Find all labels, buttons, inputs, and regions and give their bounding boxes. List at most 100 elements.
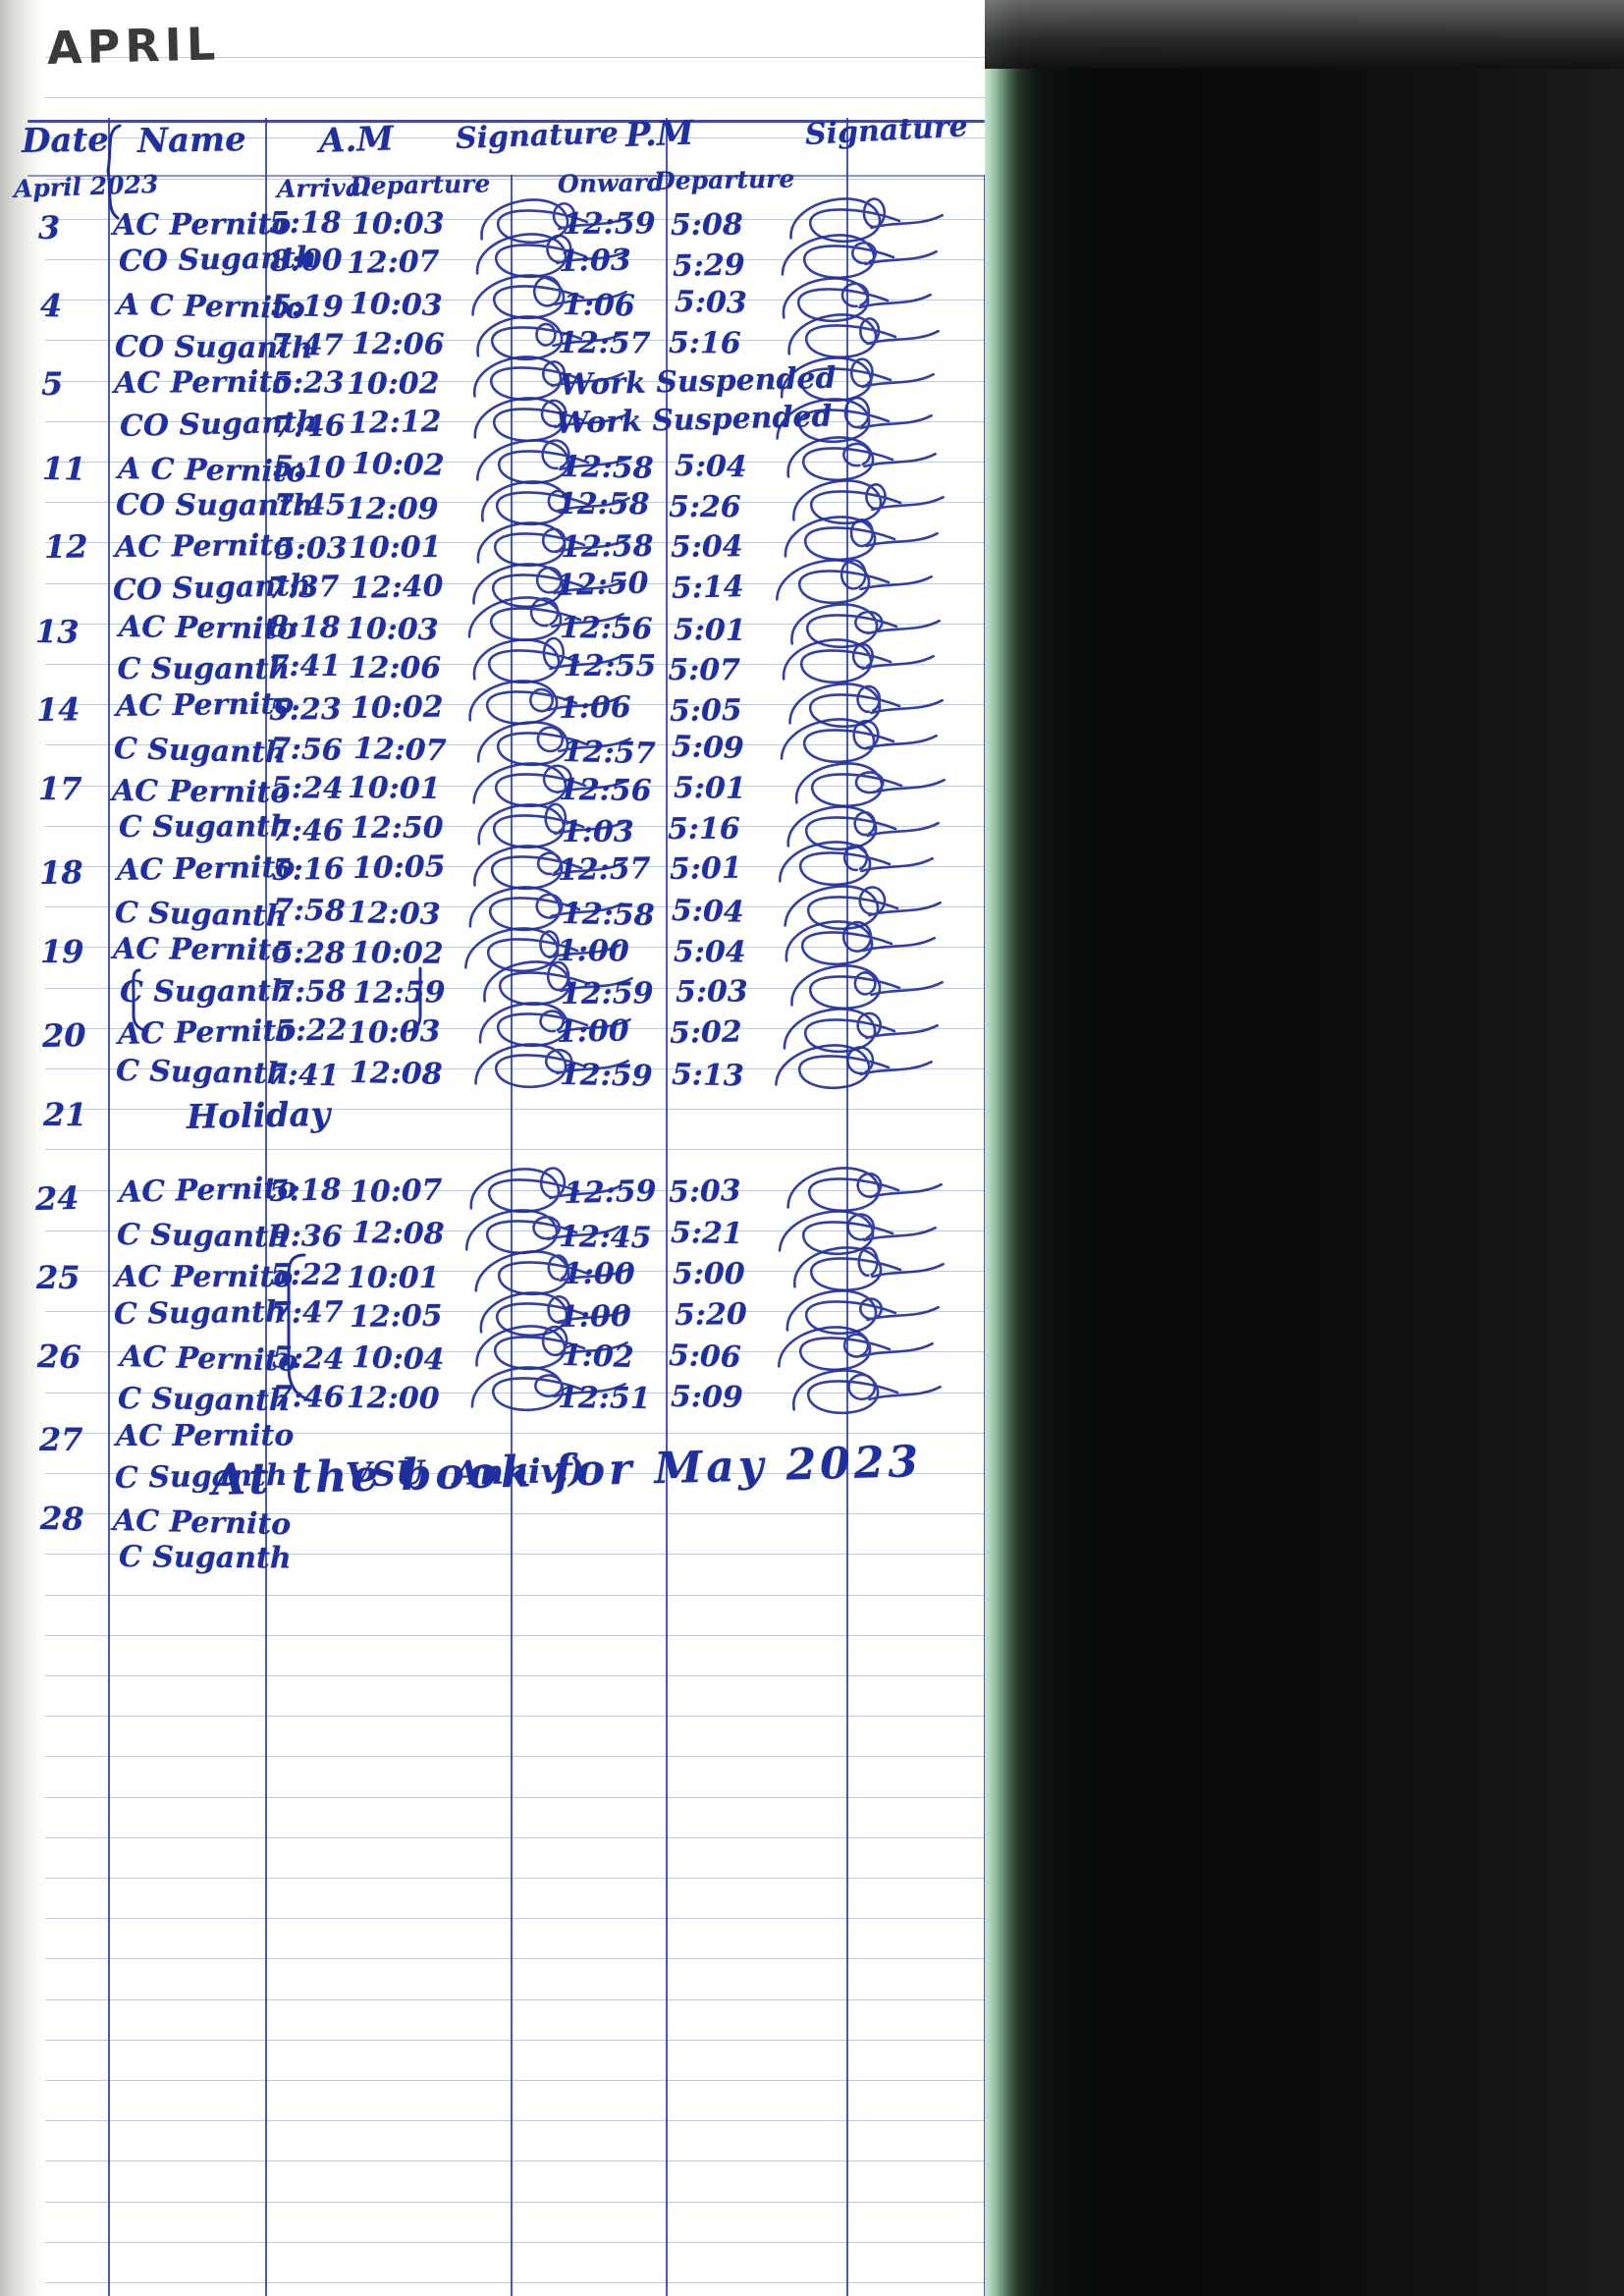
rule-line [45,1675,985,1676]
cell-am-arrival-3: 7:47 [271,327,345,363]
cell-am-departure-16: 10:05 [352,849,447,886]
cell-am-departure-24: 10:07 [349,1173,443,1211]
cell-name-29: C Suganth [117,1382,291,1419]
rule-line [45,1554,985,1556]
cell-am-arrival-25: 9:36 [269,1218,343,1255]
cell-pm-onward-1: 1:03 [558,244,632,280]
cell-name-15: C Suganth [118,809,292,846]
cell-am-arrival-17: 7:58 [272,892,346,929]
cell-am-departure-21: 12:08 [349,1056,444,1093]
cell-date-3: 3 [38,208,61,246]
cell-pm-departure-20: 5:02 [669,1014,742,1052]
cell-name-14: AC Pernito [112,774,291,811]
cell-am-arrival-15: 7:46 [271,814,345,849]
cell-name-21: C Suganth [115,1054,290,1092]
cell-am-arrival-27: 7:47 [270,1295,345,1332]
rule-line [45,97,985,99]
cell-am-departure-17: 12:03 [347,896,441,933]
rule-line [45,1918,985,1920]
header-top-rule [27,120,985,123]
cell-date-4: 4 [39,287,63,325]
cell-pm-onward-19: 12:59 [561,976,654,1011]
cell-am-departure-8: 10:01 [348,530,442,567]
cell-am-departure-19: 12:59 [352,975,446,1011]
cell-name-12: AC Pernito [115,685,295,724]
cell-am-departure-2: 10:03 [349,287,443,324]
rule-line [45,1998,985,2000]
rule-line [45,1836,985,1838]
cell-pm-departure-8: 5:04 [670,529,743,566]
cell-pm-departure-28: 5:06 [668,1339,742,1376]
cell-pm-onward-26: 1:00 [562,1257,635,1292]
cell-pm-onward-9: 12:50 [555,566,650,603]
scanner-gutter [985,0,1624,2296]
cell-am-arrival-21: 7:41 [266,1058,341,1094]
cell-pm-departure-18: 5:04 [673,934,746,970]
col-rule-date [108,118,110,2296]
cell-pm-departure-16: 5:01 [669,851,742,888]
column-header-date: Date [21,120,110,161]
cell-name-4: AC Pernito [113,364,293,402]
cell-am-arrival-16: 5:16 [271,851,345,889]
cell-name-32: AC Pernito [112,1503,292,1543]
rule-line [45,2282,985,2283]
cell-am-arrival-29: 7:46 [272,1379,346,1415]
rule-line [45,2080,985,2081]
cell-am-departure-14: 10:01 [348,771,442,807]
cell-am-departure-10: 10:03 [345,611,439,648]
rule-line [45,2241,985,2243]
cell-pm-onward-8: 12:58 [560,528,654,565]
cell-pm-departure-19: 5:03 [675,974,748,1011]
cell-pm-onward-16: 12:57 [557,851,651,888]
col-rule-am-end [666,118,668,2296]
rule-line [45,2160,985,2162]
cell-pm-onward-7: 12:58 [556,487,650,522]
cell-am-arrival-5: 7:46 [272,409,346,445]
cell-pm-onward-2: 1:06 [562,288,635,324]
rule-line [45,1149,985,1151]
cell-date-17: 17 [37,770,82,808]
cell-holiday-label: Holiday [186,1095,331,1138]
cell-pm-departure-9: 5:14 [672,569,745,606]
cell-am-departure-11: 12:06 [348,651,442,686]
cell-name-0: AC Pernito [112,207,292,244]
cell-name-11: C Suganth [117,652,291,687]
period-label: April 2023 [13,169,159,203]
rule-line [45,178,985,180]
col-rule-sig-am-end [846,118,848,2296]
cell-pm-onward-14: 12:56 [558,772,652,808]
cell-date-28: 28 [39,1500,85,1539]
cell-pm-departure-10: 5:01 [674,612,747,648]
cell-am-departure-28: 10:04 [351,1340,446,1378]
cell-am-departure-27: 12:05 [349,1299,443,1336]
cell-name-25: C Suganth [116,1218,291,1256]
cell-pm-departure-24: 5:03 [668,1173,742,1210]
cell-name-13: C Suganth [113,731,288,771]
cell-date-19: 19 [40,932,85,971]
cell-pm-departure-21: 5:13 [671,1057,744,1094]
column-header-signature-am: Signature [455,116,620,156]
cell-pm-departure-2: 5:03 [674,285,748,321]
rule-line [45,1796,985,1798]
cell-am-arrival-12: 5:23 [269,691,343,728]
cell-pm-departure-1: 5:29 [672,247,746,284]
rule-line [45,1109,985,1111]
cell-name-16: AC Pernito [116,849,296,888]
cell-date-26: 26 [36,1337,82,1376]
scanner-top-shadow [985,0,1624,69]
cell-name-33: C Suganth [118,1540,292,1577]
column-header-am: A.M [318,119,395,161]
rule-line [45,1594,985,1596]
cell-am-arrival-20: 5:22 [274,1012,348,1049]
rule-line [45,1716,985,1718]
cell-am-arrival-19: 7:58 [273,974,347,1011]
cell-pm-onward-6: 12:58 [561,449,655,486]
cell-name-18: AC Pernito [113,932,292,968]
cell-pm-departure-13: 5:09 [671,730,745,767]
page-title: APRIL [46,17,221,75]
cell-am-arrival-18: 5:28 [273,936,347,972]
rule-line [45,1634,985,1636]
cell-am-arrival-24: 5:18 [268,1173,343,1210]
cell-name-26: AC Pernito [115,1260,294,1295]
